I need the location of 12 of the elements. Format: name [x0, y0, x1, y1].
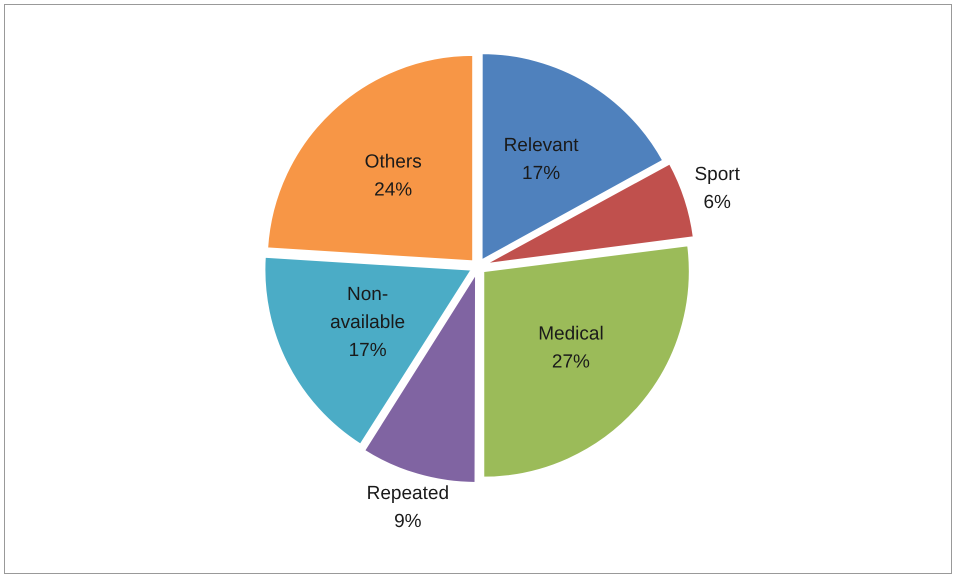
data-label: 6%	[703, 192, 732, 214]
slice-label: Repeated	[366, 483, 450, 504]
data-label: 27%	[552, 352, 590, 373]
data-label: 9%	[394, 511, 422, 532]
slice-label: Non-available	[330, 284, 406, 333]
slice-label: Others	[364, 151, 422, 172]
data-label: 17%	[348, 340, 387, 361]
slice-label: Sport	[694, 164, 741, 186]
slice-label: Medical	[538, 324, 604, 345]
slice-label: Relevant	[504, 135, 580, 156]
data-label: 24%	[374, 179, 412, 200]
data-label: 17%	[522, 163, 560, 184]
